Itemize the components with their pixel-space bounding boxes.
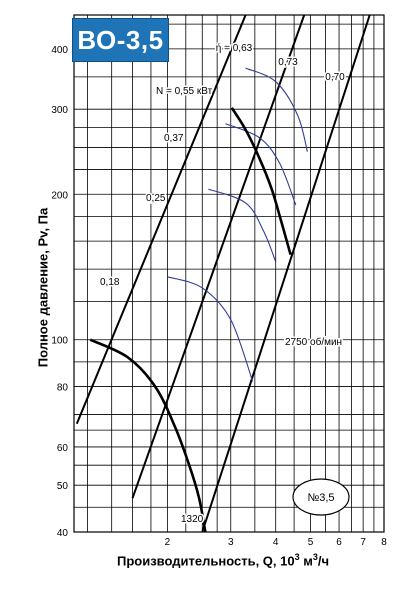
y-tick-label: 200 [51,190,68,201]
x-tick-label: 8 [381,537,387,548]
speed-curve [89,338,207,533]
speed-label-2750: 2750 об/мин [285,336,342,348]
y-tick-label: 400 [51,45,68,56]
x-tick-label: 4 [273,537,279,548]
speed-curves [89,107,292,533]
y-tick-label: 60 [57,443,69,454]
size-badge-group: №3,5 [292,478,350,516]
power-label-037: 0,37 [164,133,184,144]
chart-title: ВО-3,5 [72,18,169,62]
power-curves [167,67,308,382]
y-tick-label: 50 [57,481,69,492]
x-axis-label: Производительность, Q, 103 м3/ч [117,552,377,568]
x-tick-label: 3 [228,537,234,548]
tick-labels: 2 3 4 5 6 7 8 40 50 60 80 100 200 300 400 [51,45,387,548]
y-tick-label: 100 [51,336,68,347]
power-label-055: N = 0,55 кВт [156,86,213,97]
x-tick-label: 5 [308,537,314,548]
efficiency-label-063: ή = 0,63 [216,42,253,54]
power-label-018: 0,18 [100,277,120,288]
efficiency-line [131,14,306,499]
x-tick-label: 2 [165,537,171,548]
curve-labels: ή = 0,63 0,73 0,70 N = 0,55 кВт 0,37 0,25 0,18… [99,41,347,527]
y-tick-label: 40 [57,528,69,539]
efficiency-line [75,14,247,425]
x-axis-label-unit: м [299,553,313,569]
efficiency-lines [75,14,371,533]
x-axis-label-main: Производительность, Q, 10 [117,553,295,569]
power-curve [225,123,297,206]
size-badge-ellipse [292,478,350,516]
efficiency-label-073: 0,73 [278,57,298,68]
x-axis-label-tail: /ч [317,553,330,569]
efficiency-label-070: 0,70 [325,72,345,83]
speed-label-1320: 1320 [181,514,204,525]
x-tick-label: 6 [336,537,342,548]
grid [73,14,385,533]
power-label-025: 0,25 [146,193,166,204]
x-axis-label-exp: 3 [294,552,300,562]
size-badge: №3,5 [307,492,334,504]
efficiency-line [201,14,371,533]
plot-frame [73,14,385,533]
x-axis-label-unit-exp: 3 [312,552,318,562]
power-curve [245,67,308,152]
power-curve [167,276,254,382]
x-tick-label: 7 [360,537,366,548]
power-curve [208,188,277,262]
y-axis-label: Полное давление, Pv, Па [35,207,51,368]
y-tick-label: 300 [51,105,68,116]
y-tick-label: 80 [57,383,69,394]
speed-curve [230,107,292,256]
